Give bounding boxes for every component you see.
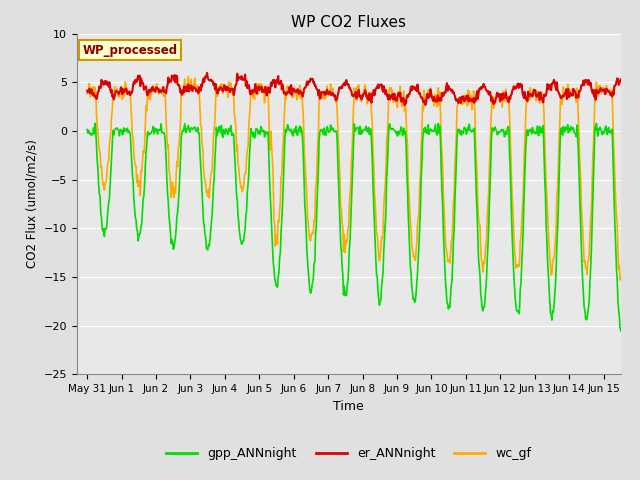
X-axis label: Time: Time: [333, 400, 364, 413]
gpp_ANNnight: [312, 232, 319, 238]
er_ANNnight: [481, 84, 488, 89]
wc_gf: [158, 89, 166, 95]
wc_gf: [617, 274, 625, 280]
wc_gf: [312, 186, 319, 192]
er_ANNnight: [204, 70, 211, 76]
wc_gf: [616, 277, 624, 283]
er_ANNnight: [332, 97, 339, 103]
Legend: gpp_ANNnight, er_ANNnight, wc_gf: gpp_ANNnight, er_ANNnight, wc_gf: [161, 442, 536, 465]
gpp_ANNnight: [332, 128, 339, 134]
wc_gf: [480, 259, 488, 265]
Text: WP_processed: WP_processed: [82, 44, 177, 57]
wc_gf: [184, 74, 192, 80]
gpp_ANNnight: [467, 128, 474, 133]
er_ANNnight: [617, 76, 625, 82]
Line: wc_gf: wc_gf: [87, 77, 621, 280]
er_ANNnight: [312, 83, 319, 88]
er_ANNnight: [401, 102, 408, 108]
gpp_ANNnight: [159, 130, 166, 135]
er_ANNnight: [83, 88, 91, 94]
gpp_ANNnight: [617, 328, 625, 334]
Line: er_ANNnight: er_ANNnight: [87, 73, 621, 105]
wc_gf: [467, 93, 474, 98]
Line: gpp_ANNnight: gpp_ANNnight: [87, 123, 621, 331]
gpp_ANNnight: [91, 120, 99, 126]
wc_gf: [332, 99, 339, 105]
wc_gf: [86, 81, 93, 86]
er_ANNnight: [86, 85, 93, 91]
Title: WP CO2 Fluxes: WP CO2 Fluxes: [291, 15, 406, 30]
er_ANNnight: [468, 96, 476, 102]
gpp_ANNnight: [86, 130, 93, 136]
gpp_ANNnight: [83, 127, 91, 132]
gpp_ANNnight: [480, 304, 488, 310]
Y-axis label: CO2 Flux (umol/m2/s): CO2 Flux (umol/m2/s): [25, 140, 38, 268]
wc_gf: [83, 91, 91, 96]
er_ANNnight: [158, 88, 166, 94]
